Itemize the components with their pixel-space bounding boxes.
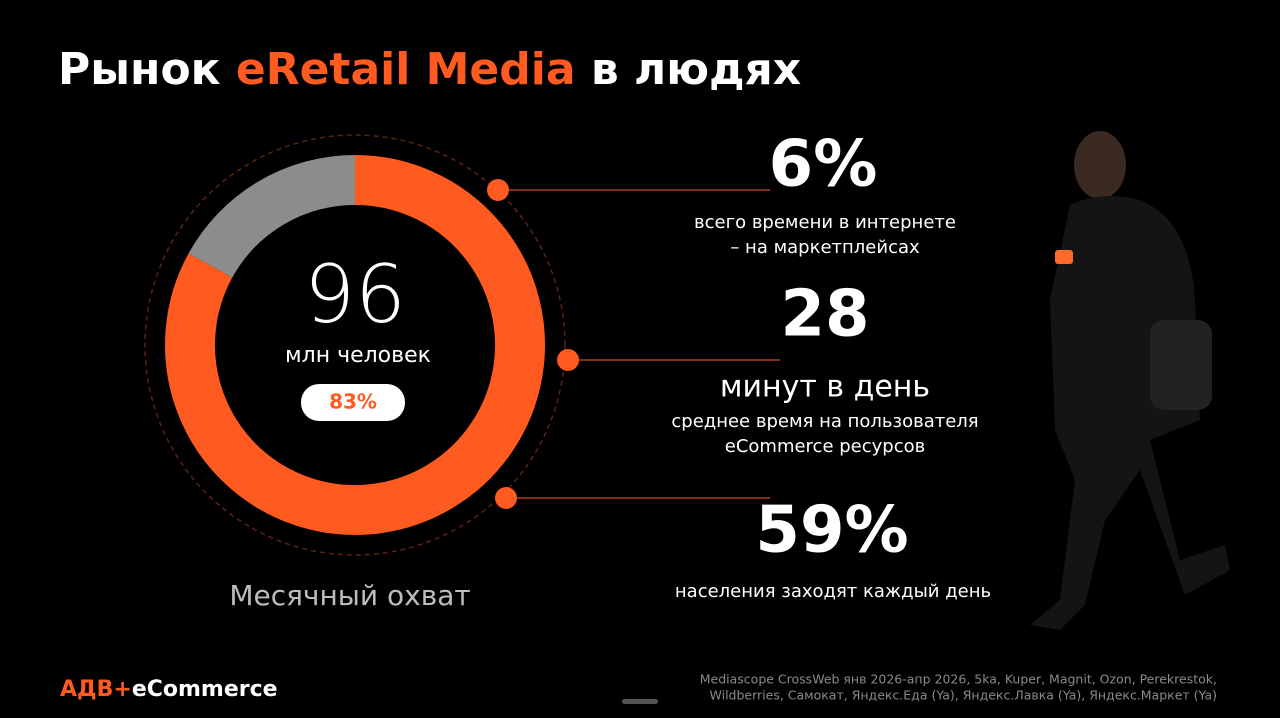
connector-dot xyxy=(487,179,509,201)
connector-dot xyxy=(557,349,579,371)
center-label: млн человек xyxy=(285,343,431,368)
connector-dot xyxy=(495,487,517,509)
pager-bar xyxy=(622,699,658,704)
source-line: Wildberries, Самокат, Яндекс.Еда (Ya), Я… xyxy=(710,688,1217,703)
brand-text: eCommerce xyxy=(132,677,278,702)
brand-accent: АДВ+ xyxy=(60,677,132,702)
dashed-ring xyxy=(144,134,566,556)
donut xyxy=(165,155,545,535)
person-illustration xyxy=(1030,131,1230,630)
title-part: в людях xyxy=(576,44,802,95)
share-label: 83% xyxy=(329,390,377,414)
title-accent: eRetail Media xyxy=(236,44,576,95)
stat-text: eCommerce ресурсов xyxy=(725,436,926,457)
stat-text-large: минут в день xyxy=(720,370,930,405)
stat-value: 6% xyxy=(769,128,878,202)
brand: АДВ+eCommerce xyxy=(60,677,278,702)
title-part: Рынок xyxy=(58,44,236,95)
center-value: 96 xyxy=(304,248,406,341)
donut-segment xyxy=(165,155,545,535)
stat-text: – на маркетплейсах xyxy=(730,237,920,258)
stat-text: всего времени в интернете xyxy=(694,212,956,233)
connectors xyxy=(487,179,780,509)
pill xyxy=(301,384,405,421)
stat-value: 59% xyxy=(755,494,908,568)
title: Рынок eRetail Media в людях xyxy=(58,44,801,95)
stat-text: среднее время на пользователя xyxy=(671,411,978,432)
source-line: Mediascope CrossWeb янв 2026-апр 2026, 5… xyxy=(700,672,1217,687)
stat-value: 28 xyxy=(780,278,869,352)
donut-segment xyxy=(188,155,356,279)
stat-text: населения заходят каждый день xyxy=(675,581,991,602)
caption: Месячный охват xyxy=(229,579,470,612)
